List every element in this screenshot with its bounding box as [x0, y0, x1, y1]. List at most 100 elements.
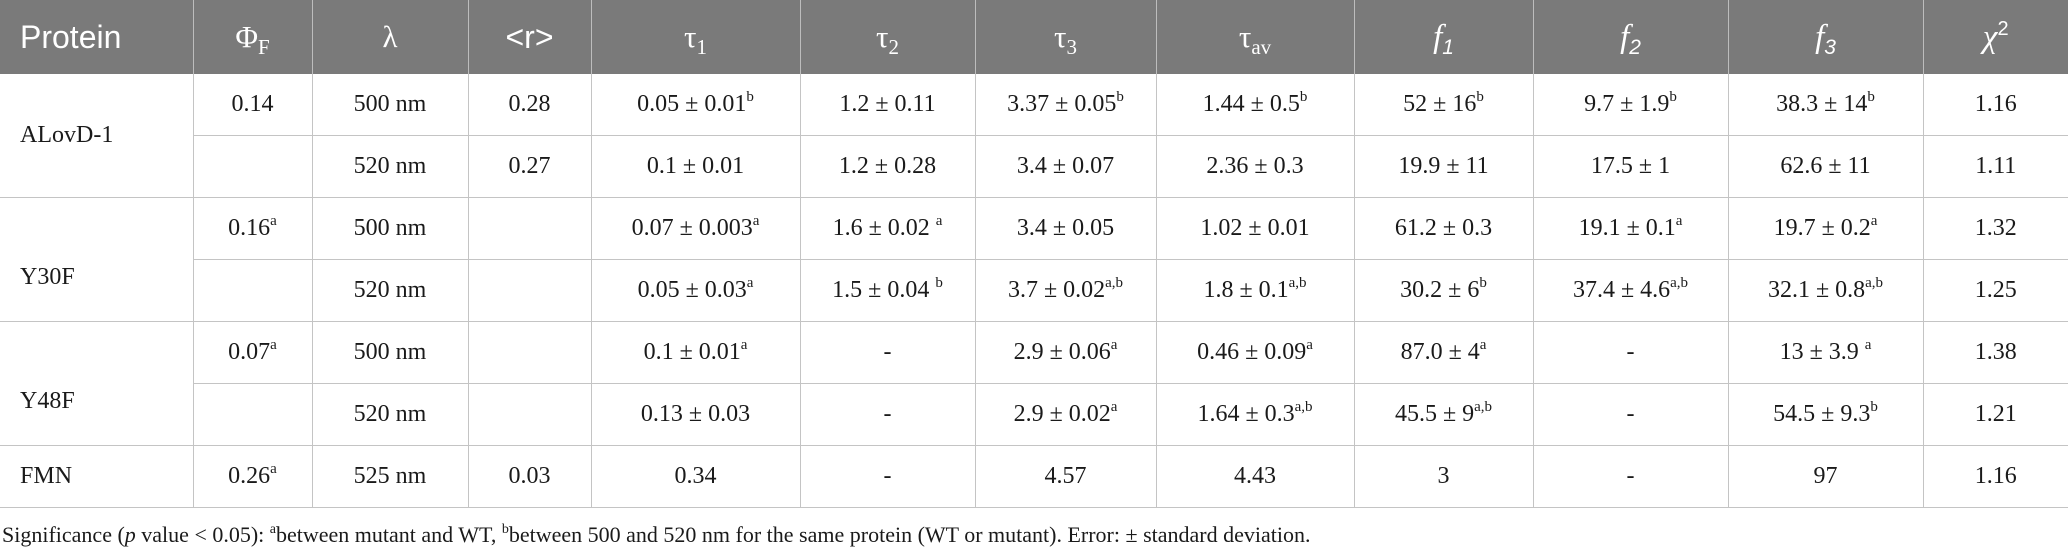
- cell-f1: 52 ± 16b: [1353, 74, 1534, 136]
- cell-tau3: 3.4 ± 0.07: [974, 135, 1157, 198]
- cell-f2: 17.5 ± 1: [1532, 135, 1729, 198]
- cell-chi: 1.21: [1922, 383, 2068, 446]
- cell-tauav: 1.64 ± 0.3a,b: [1155, 383, 1355, 446]
- cell-lambda: 500 nm: [311, 197, 469, 260]
- cell-f1: 3: [1353, 445, 1534, 508]
- cell-lambda: 525 nm: [311, 445, 469, 508]
- cell-lambda: 520 nm: [311, 259, 469, 322]
- table-row: 520 nm 0.27 0.1 ± 0.01 1.2 ± 0.28 3.4 ± …: [0, 135, 2068, 198]
- table-row: FMN 0.26a 525 nm 0.03 0.34 - 4.57 4.43 3…: [0, 445, 2068, 508]
- cell-tau1: 0.05 ± 0.01b: [590, 74, 801, 136]
- cell-tau2: 1.6 ± 0.02 a: [799, 197, 976, 260]
- cell-tau2: -: [799, 445, 976, 508]
- cell-tauav: 1.44 ± 0.5b: [1155, 74, 1355, 136]
- cell-r: [467, 383, 592, 446]
- cell-r: 0.28: [467, 74, 592, 136]
- cell-f1: 61.2 ± 0.3: [1353, 197, 1534, 260]
- protein-name: Y48F: [0, 321, 194, 446]
- cell-tau1: 0.05 ± 0.03a: [590, 259, 801, 322]
- protein-name: FMN: [0, 445, 194, 508]
- cell-chi: 1.38: [1922, 321, 2068, 384]
- cell-tau3: 4.57: [974, 445, 1157, 508]
- cell-tauav: 0.46 ± 0.09a: [1155, 321, 1355, 384]
- table-row: ALovD-1 0.14 500 nm 0.28 0.05 ± 0.01b 1.…: [0, 74, 2068, 198]
- cell-tau1: 0.07 ± 0.003a: [590, 197, 801, 260]
- cell-tau3: 2.9 ± 0.02a: [974, 383, 1157, 446]
- header-anisotropy: <r>: [468, 0, 592, 74]
- cell-phi: [193, 135, 313, 198]
- cell-lambda: 520 nm: [311, 383, 469, 446]
- cell-phi: 0.07a: [192, 321, 313, 384]
- table-row: Y48F 0.07a 500 nm 0.1 ± 0.01a - 2.9 ± 0.…: [0, 321, 2068, 446]
- header-chi-squared: χ2: [1923, 0, 2068, 74]
- cell-tauav: 1.8 ± 0.1a,b: [1155, 259, 1355, 322]
- header-protein: Protein: [0, 0, 194, 74]
- table-row: 520 nm 0.13 ± 0.03 - 2.9 ± 0.02a 1.64 ± …: [0, 383, 2068, 446]
- cell-r: 0.03: [467, 445, 592, 508]
- table-row: 520 nm 0.05 ± 0.03a 1.5 ± 0.04 b 3.7 ± 0…: [0, 259, 2068, 322]
- photophysics-table: Protein ΦF λ <r> τ1 τ2 τ3 τav f1 f2 f3 χ…: [0, 0, 2068, 508]
- cell-tau2: 1.2 ± 0.11: [799, 74, 976, 136]
- cell-tauav: 4.43: [1155, 445, 1355, 508]
- protein-name: ALovD-1: [0, 74, 194, 198]
- header-tau-av: τav: [1156, 0, 1355, 74]
- cell-tau1: 0.1 ± 0.01: [590, 135, 801, 198]
- cell-tau3: 2.9 ± 0.06a: [974, 321, 1157, 384]
- table-footnote: Significance (p value < 0.05): abetween …: [2, 522, 1311, 547]
- cell-f1: 45.5 ± 9a,b: [1353, 383, 1534, 446]
- cell-f3: 19.7 ± 0.2a: [1727, 197, 1924, 260]
- table-row: Y30F 0.16a 500 nm 0.07 ± 0.003a 1.6 ± 0.…: [0, 197, 2068, 322]
- header-tau1: τ1: [591, 0, 801, 74]
- cell-r: [467, 197, 592, 260]
- header-quantum-yield: ΦF: [193, 0, 313, 74]
- cell-lambda: 500 nm: [311, 321, 469, 384]
- cell-f3: 62.6 ± 11: [1727, 135, 1924, 198]
- cell-tau2: 1.5 ± 0.04 b: [799, 259, 976, 322]
- cell-tau1: 0.34: [590, 445, 801, 508]
- cell-tau3: 3.4 ± 0.05: [974, 197, 1157, 260]
- cell-f1: 30.2 ± 6b: [1353, 259, 1534, 322]
- cell-tau2: -: [799, 383, 976, 446]
- cell-r: [467, 321, 592, 384]
- cell-f3: 38.3 ± 14b: [1727, 74, 1924, 136]
- cell-lambda: 500 nm: [311, 74, 469, 136]
- cell-chi: 1.16: [1922, 74, 2068, 136]
- cell-f3: 13 ± 3.9 a: [1727, 321, 1924, 384]
- cell-f2: -: [1532, 383, 1729, 446]
- cell-chi: 1.25: [1922, 259, 2068, 322]
- cell-chi: 1.11: [1922, 135, 2068, 198]
- protein-name: Y30F: [0, 197, 194, 322]
- header-f1: f1: [1354, 0, 1534, 74]
- cell-f2: -: [1532, 445, 1729, 508]
- cell-lambda: 520 nm: [311, 135, 469, 198]
- cell-f3: 54.5 ± 9.3b: [1727, 383, 1924, 446]
- header-row: Protein ΦF λ <r> τ1 τ2 τ3 τav f1 f2 f3 χ…: [0, 0, 2068, 74]
- cell-f3: 32.1 ± 0.8a,b: [1727, 259, 1924, 322]
- cell-tau2: -: [799, 321, 976, 384]
- cell-tau3: 3.37 ± 0.05b: [974, 74, 1157, 136]
- header-tau3: τ3: [975, 0, 1157, 74]
- cell-tauav: 2.36 ± 0.3: [1155, 135, 1355, 198]
- header-f3: f3: [1728, 0, 1924, 74]
- cell-f1: 19.9 ± 11: [1353, 135, 1534, 198]
- cell-phi: 0.14: [192, 74, 313, 136]
- cell-phi: [193, 383, 313, 446]
- cell-tau1: 0.13 ± 0.03: [590, 383, 801, 446]
- cell-tauav: 1.02 ± 0.01: [1155, 197, 1355, 260]
- cell-tau3: 3.7 ± 0.02a,b: [974, 259, 1157, 322]
- cell-f2: 19.1 ± 0.1a: [1532, 197, 1729, 260]
- cell-f2: 37.4 ± 4.6a,b: [1532, 259, 1729, 322]
- cell-f2: 9.7 ± 1.9b: [1532, 74, 1729, 136]
- cell-r: [467, 259, 592, 322]
- cell-f3: 97: [1727, 445, 1924, 508]
- header-wavelength: λ: [312, 0, 469, 74]
- cell-f1: 87.0 ± 4a: [1353, 321, 1534, 384]
- header-tau2: τ2: [800, 0, 976, 74]
- cell-f2: -: [1532, 321, 1729, 384]
- cell-r: 0.27: [467, 135, 592, 198]
- cell-phi: 0.26a: [192, 445, 313, 508]
- cell-phi: 0.16a: [192, 197, 313, 260]
- header-f2: f2: [1533, 0, 1729, 74]
- cell-tau1: 0.1 ± 0.01a: [590, 321, 801, 384]
- cell-tau2: 1.2 ± 0.28: [799, 135, 976, 198]
